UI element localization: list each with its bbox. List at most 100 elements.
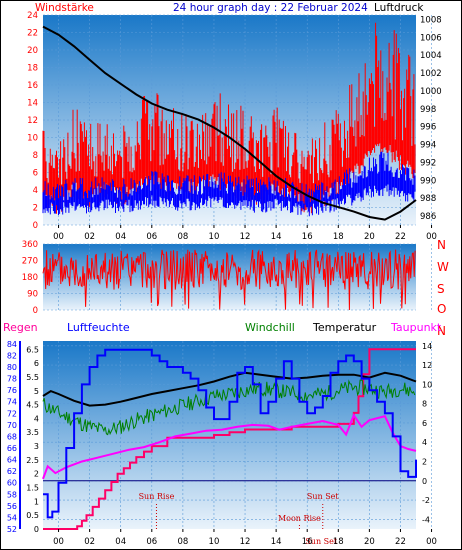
x-tick-label: 22	[395, 232, 406, 242]
pressure-tick-label: 996	[420, 123, 436, 133]
direction-tick-label: 180	[22, 273, 38, 283]
wind-tick-label: 2	[33, 204, 38, 214]
rain-tick-label: 3.5	[26, 428, 39, 437]
rain-tick-label: 5	[34, 387, 39, 396]
wind-average-band	[42, 151, 416, 217]
compass-label: W	[437, 260, 449, 274]
x-tick-label: 18	[333, 537, 344, 547]
x-axis-wind: 00 02 04 06 08 10 12 14 16 18 20 22 00	[53, 225, 437, 242]
pressure-tick-label: 988	[420, 194, 436, 204]
wind-direction-series	[42, 249, 416, 311]
page-title: 24 hour graph day : 22 Februar 2024	[173, 2, 368, 14]
rain-tick-label: 6	[34, 359, 39, 368]
humidity-tick-label: 82	[7, 351, 17, 360]
astro-label: Sun Rise	[139, 492, 175, 501]
humidity-tick-label: 72	[7, 409, 17, 418]
compass-label: N	[437, 324, 446, 338]
direction-tick-label: 360	[22, 240, 38, 250]
legend-windchill: Windchill	[245, 321, 295, 334]
wind-tick-label: 12	[27, 116, 38, 126]
compass-label: O	[437, 302, 446, 316]
x-tick-label: 00	[53, 232, 64, 242]
wind-average-series	[42, 151, 416, 217]
rain-tick-label: 4.5	[26, 401, 39, 410]
legend-dewpoint: Taupunkt	[390, 321, 442, 334]
x-tick-label: 20	[364, 537, 375, 547]
x-tick-label: 16	[302, 537, 313, 547]
wind-tick-label: 16	[27, 81, 38, 91]
x-tick-label: 12	[240, 232, 251, 242]
pressure-tick-label: 994	[420, 141, 436, 151]
pressure-axis-title: Luftdruck	[374, 2, 424, 14]
humidity-tick-label: 56	[7, 502, 17, 511]
temperature-tick-label: 14	[422, 342, 432, 351]
x-tick-label: 06	[146, 232, 157, 242]
x-tick-label: 04	[115, 232, 126, 242]
rain-tick-label: 0	[34, 525, 39, 534]
temperature-axis: -4 -2 0 2 4 6 8 10 12 14	[422, 342, 432, 525]
wind-tick-label: 0	[33, 221, 38, 231]
humidity-tick-label: 60	[7, 479, 17, 488]
x-tick-label: 02	[84, 537, 95, 547]
wind-tick-label: 20	[27, 46, 38, 56]
pressure-tick-label: 1000	[420, 87, 442, 97]
pressure-tick-label: 1008	[420, 15, 442, 25]
humidity-tick-label: 52	[7, 525, 17, 534]
x-tick-label: 14	[271, 232, 282, 242]
wind-tick-label: 22	[27, 29, 38, 39]
pressure-tick-label: 986	[420, 212, 436, 222]
humidity-axis: 52 54 56 58 60 62 64 66 68 70 72 74 76 78 80 82 84	[7, 340, 21, 534]
legend-humidity: Luftfeuchte	[67, 321, 130, 334]
pressure-tick-label: 998	[420, 105, 436, 115]
direction-tick-label: 270	[22, 257, 38, 267]
wind-tick-label: 10	[27, 134, 38, 144]
direction-tick-label: 90	[27, 290, 38, 300]
temperature-tick-label: -2	[422, 496, 430, 505]
x-tick-label: 00	[426, 232, 437, 242]
windchill-line	[42, 379, 416, 436]
humidity-tick-label: 84	[7, 340, 17, 349]
x-tick-label: 16	[302, 232, 313, 242]
compass-label: S	[437, 282, 445, 296]
direction-axis: 0 90 180 270 360	[22, 240, 38, 316]
x-axis-weather: 00 02 04 06 08 10 12 14 16 18 20 22 00	[53, 529, 437, 547]
humidity-tick-label: 70	[7, 421, 17, 430]
humidity-tick-label: 68	[7, 432, 17, 441]
rain-tick-label: 2.5	[26, 456, 39, 465]
humidity-tick-label: 76	[7, 386, 17, 395]
astro-annotations: Sun Rise Sun Set Moon Rise Sun Set	[139, 492, 340, 546]
dewpoint-line	[42, 413, 417, 480]
astro-label: Sun Set	[307, 492, 340, 501]
pressure-tick-label: 1004	[420, 51, 442, 61]
humidity-tick-label: 58	[7, 490, 17, 499]
temperature-tick-label: 10	[422, 380, 432, 389]
wind-tick-label: 14	[27, 99, 38, 109]
x-tick-label: 06	[146, 537, 157, 547]
rain-tick-label: 5.5	[26, 373, 39, 382]
humidity-tick-label: 66	[7, 444, 17, 453]
temperature-tick-label: 12	[422, 361, 432, 370]
x-tick-label: 12	[240, 537, 251, 547]
legend-rain: Regen	[3, 321, 38, 334]
rain-tick-label: 0.5	[26, 511, 39, 520]
pressure-tick-label: 990	[420, 176, 436, 186]
pressure-tick-label: 1002	[420, 69, 442, 79]
rain-tick-label: 1.5	[26, 484, 39, 493]
x-tick-label: 02	[84, 232, 95, 242]
rain-tick-label: 2	[34, 470, 39, 479]
x-tick-label: 22	[395, 537, 406, 547]
temperature-line	[42, 371, 417, 407]
rain-tick-label: 4	[34, 414, 39, 423]
wind-tick-label: 8	[33, 151, 38, 161]
x-tick-label: 08	[177, 537, 188, 547]
pressure-tick-label: 992	[420, 158, 436, 168]
humidity-tick-label: 64	[7, 456, 17, 465]
x-tick-label: 08	[177, 232, 188, 242]
x-tick-label: 00	[426, 537, 437, 547]
humidity-tick-label: 80	[7, 363, 17, 372]
x-tick-label: 20	[364, 232, 375, 242]
